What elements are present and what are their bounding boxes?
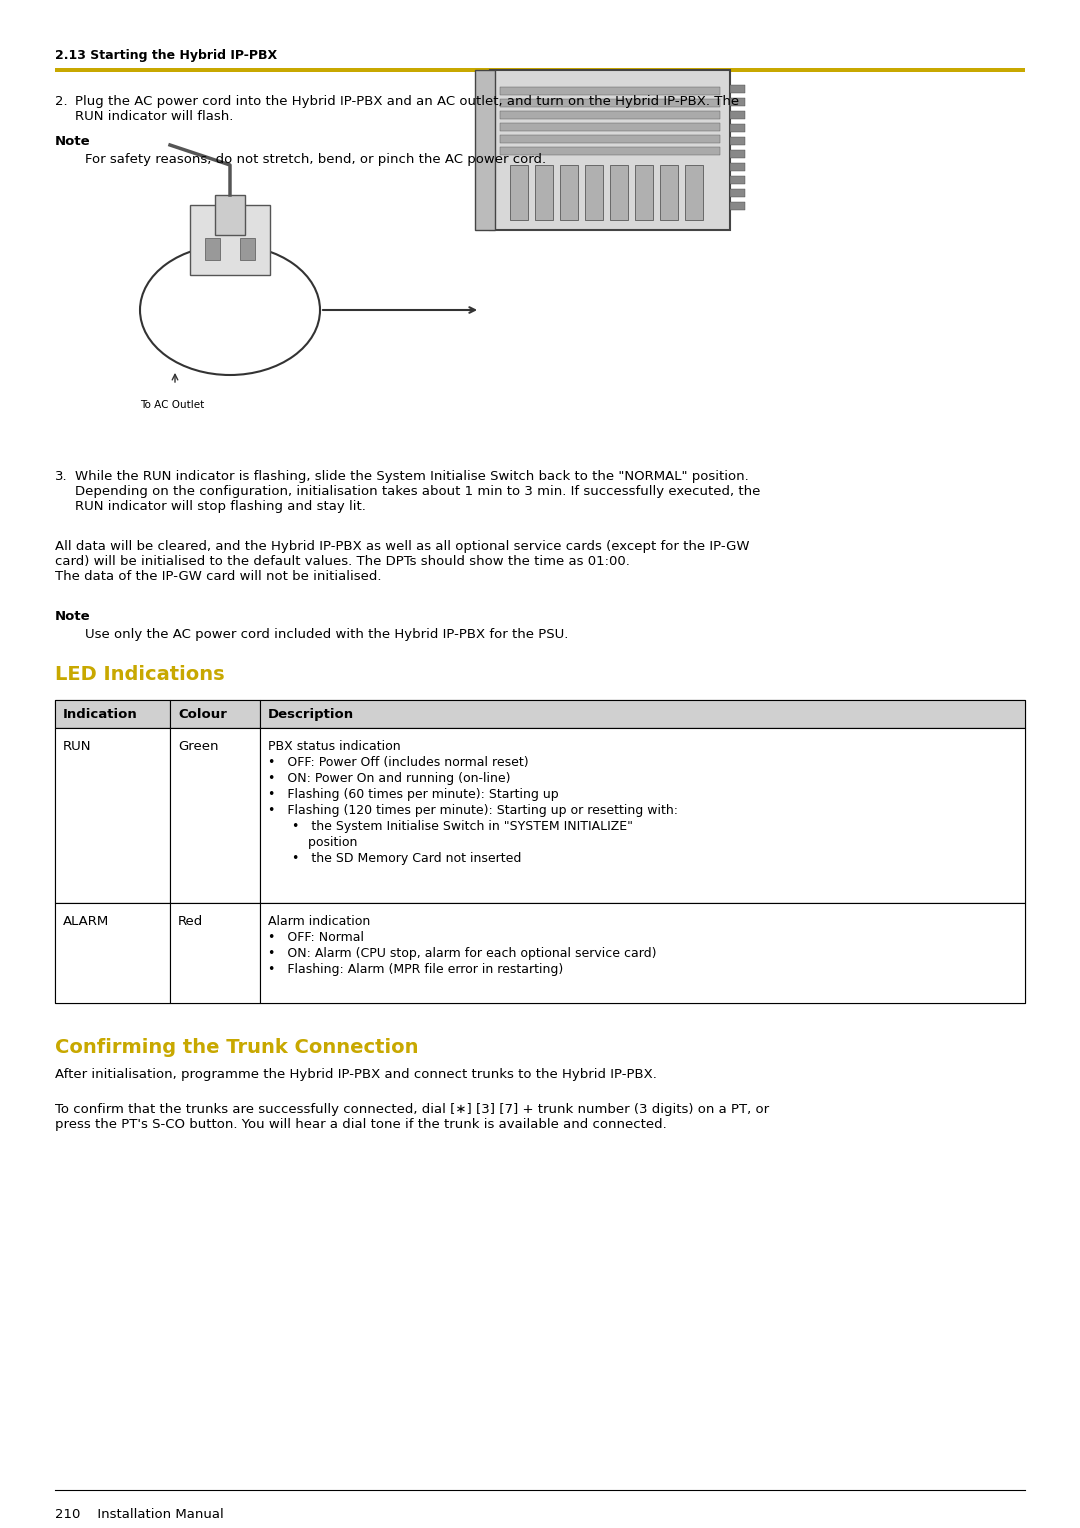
Text: •   ON: Power On and running (on-line): • ON: Power On and running (on-line) [268, 772, 511, 785]
Bar [610, 165, 627, 220]
Text: Use only the AC power cord included with the Hybrid IP-PBX for the PSU.: Use only the AC power cord included with… [85, 628, 568, 642]
Bar [561, 165, 578, 220]
Text: position: position [268, 836, 357, 850]
Bar [260, 903, 1025, 1002]
Text: •   ON: Alarm (CPU stop, alarm for each optional service card): • ON: Alarm (CPU stop, alarm for each op… [268, 947, 657, 960]
Bar [240, 238, 255, 260]
Bar [730, 86, 745, 93]
Text: Description: Description [268, 707, 354, 721]
Bar [55, 69, 1025, 72]
Bar [730, 124, 745, 131]
Bar [500, 147, 720, 154]
Text: While the RUN indicator is flashing, slide the System Initialise Switch back to : While the RUN indicator is flashing, sli… [75, 471, 760, 513]
Bar [475, 70, 495, 231]
Bar [535, 165, 553, 220]
Bar [730, 98, 745, 105]
Text: To confirm that the trunks are successfully connected, dial [∗] [3] [7] + trunk : To confirm that the trunks are successfu… [55, 1103, 769, 1131]
Bar [500, 112, 720, 119]
Bar [215, 196, 245, 235]
Text: All data will be cleared, and the Hybrid IP-PBX as well as all optional service : All data will be cleared, and the Hybrid… [55, 539, 750, 584]
Text: After initialisation, programme the Hybrid IP-PBX and connect trunks to the Hybr: After initialisation, programme the Hybr… [55, 1068, 657, 1080]
Text: Alarm indication: Alarm indication [268, 915, 370, 927]
Text: •   OFF: Normal: • OFF: Normal [268, 931, 364, 944]
Text: Confirming the Trunk Connection: Confirming the Trunk Connection [55, 1038, 419, 1057]
Bar [500, 122, 720, 131]
Bar [190, 205, 270, 275]
Text: Green: Green [178, 740, 218, 753]
Text: 210    Installation Manual: 210 Installation Manual [55, 1508, 224, 1520]
Ellipse shape [140, 244, 320, 374]
Bar [55, 700, 170, 727]
Bar [55, 727, 170, 903]
Text: ALARM: ALARM [63, 915, 109, 927]
Bar [730, 163, 745, 171]
Bar [205, 238, 220, 260]
Text: Red: Red [178, 915, 203, 927]
Text: 2.: 2. [55, 95, 68, 108]
Text: •   Flashing: Alarm (MPR file error in restarting): • Flashing: Alarm (MPR file error in res… [268, 963, 564, 976]
Bar [260, 727, 1025, 903]
Bar [730, 189, 745, 197]
Text: 3.: 3. [55, 471, 68, 483]
Text: Colour: Colour [178, 707, 227, 721]
Bar [510, 165, 528, 220]
Text: Note: Note [55, 134, 91, 148]
Bar [660, 165, 678, 220]
Bar [635, 165, 653, 220]
Bar [730, 176, 745, 183]
Text: •   the SD Memory Card not inserted: • the SD Memory Card not inserted [268, 853, 522, 865]
Text: Indication: Indication [63, 707, 138, 721]
Bar [730, 138, 745, 145]
Bar [55, 903, 1025, 1002]
Bar [730, 150, 745, 157]
Bar [730, 202, 745, 209]
Bar [260, 700, 1025, 727]
Bar [55, 903, 170, 1002]
Bar [55, 727, 1025, 903]
Text: •   OFF: Power Off (includes normal reset): • OFF: Power Off (includes normal reset) [268, 756, 528, 769]
Bar [500, 134, 720, 144]
Bar [170, 903, 260, 1002]
Text: To AC Outlet: To AC Outlet [140, 400, 204, 410]
Bar [500, 99, 720, 107]
Bar [170, 700, 260, 727]
Text: PBX status indication: PBX status indication [268, 740, 401, 753]
Text: •   Flashing (60 times per minute): Starting up: • Flashing (60 times per minute): Starti… [268, 788, 558, 801]
Text: Plug the AC power cord into the Hybrid IP-PBX and an AC outlet, and turn on the : Plug the AC power cord into the Hybrid I… [75, 95, 739, 122]
Text: Note: Note [55, 610, 91, 623]
Text: •   Flashing (120 times per minute): Starting up or resetting with:: • Flashing (120 times per minute): Start… [268, 804, 678, 817]
Bar [685, 165, 703, 220]
Bar [170, 727, 260, 903]
Text: For safety reasons, do not stretch, bend, or pinch the AC power cord.: For safety reasons, do not stretch, bend… [85, 153, 546, 167]
Text: •   the System Initialise Switch in "SYSTEM INITIALIZE": • the System Initialise Switch in "SYSTE… [268, 821, 633, 833]
Text: LED Indications: LED Indications [55, 665, 225, 685]
Bar [490, 70, 730, 231]
Bar [585, 165, 603, 220]
Bar [55, 700, 1025, 727]
Bar [730, 112, 745, 119]
Text: 2.13 Starting the Hybrid IP-PBX: 2.13 Starting the Hybrid IP-PBX [55, 49, 278, 63]
Text: RUN: RUN [63, 740, 92, 753]
Bar [500, 87, 720, 95]
